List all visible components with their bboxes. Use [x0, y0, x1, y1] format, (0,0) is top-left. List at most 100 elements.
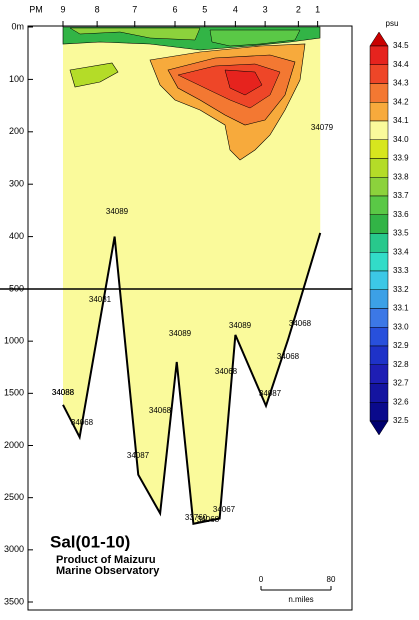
- colorbar-band: [369, 270, 389, 290]
- colorbar-band: [369, 139, 389, 159]
- y-tick-label: 2000: [4, 440, 24, 450]
- plot-frame: [27, 25, 353, 611]
- green-blob: [69, 62, 119, 88]
- colorbar-label: 32.6: [393, 397, 409, 406]
- x-tick-label: 6: [172, 4, 177, 14]
- station-value: 34068: [197, 515, 220, 524]
- colorbar-band: [369, 83, 389, 103]
- station-value: 34081: [89, 295, 112, 304]
- x-tick-label: 4: [233, 4, 238, 14]
- scale-label: 0: [259, 575, 264, 584]
- station-value: 34068: [277, 352, 300, 361]
- scale-unit: n.miles: [288, 595, 313, 604]
- colorbar-band: [369, 383, 389, 403]
- x-tick-label: 2: [296, 4, 301, 14]
- colorbar-label: 33.5: [393, 229, 409, 238]
- x-tick-label: 3: [263, 4, 268, 14]
- x-tick-label: 7: [132, 4, 137, 14]
- y-tick-label: 400: [9, 231, 24, 241]
- colorbar-label: 33.0: [393, 322, 409, 331]
- x-tick-label: 1: [315, 4, 320, 14]
- colorbar-label: 34.0: [393, 135, 409, 144]
- colorbar-band: [369, 289, 389, 309]
- y-tick-label: 3500: [4, 596, 24, 606]
- scale-label: 80: [327, 575, 336, 584]
- x-tick-label: 5: [202, 4, 207, 14]
- y-tick-label: 2500: [4, 492, 24, 502]
- colorbar-band: [369, 64, 389, 84]
- colorbar-cap: [369, 420, 389, 436]
- colorbar-band: [369, 233, 389, 253]
- y-tick-label: 1000: [4, 336, 24, 346]
- axes: 0m10020030040050010001500200025003000350…: [0, 4, 352, 606]
- dark-red-blob: [224, 69, 263, 96]
- station-value: 34089: [106, 207, 129, 216]
- station-value: 34068: [215, 367, 238, 376]
- x-axis-label: PM: [29, 4, 43, 14]
- colorbar-label: 34.4: [393, 60, 409, 69]
- colorbar-label: 34.3: [393, 79, 409, 88]
- colorbar-label: 33.8: [393, 172, 409, 181]
- y-tick-label: 3000: [4, 544, 24, 554]
- station-value: 34089: [229, 321, 252, 330]
- chart-title: Sal(01-10): [50, 532, 130, 551]
- colorbar-label: 33.2: [393, 285, 409, 294]
- station-value: 34088: [52, 388, 75, 397]
- colorbar-unit: psu: [386, 19, 399, 28]
- x-tick-label: 8: [95, 4, 100, 14]
- colorbar-cap: [369, 31, 389, 47]
- colorbar-label: 33.4: [393, 247, 409, 256]
- y-tick-label: 100: [9, 74, 24, 84]
- y-tick-label: 200: [9, 126, 24, 136]
- surface-patch: [209, 29, 301, 47]
- station-value: 34087: [259, 389, 282, 398]
- colorbar-band: [369, 45, 389, 65]
- colorbar-band: [369, 308, 389, 328]
- colorbar-band: [369, 177, 389, 197]
- colorbar-band: [369, 252, 389, 272]
- colorbar-label: 34.5: [393, 41, 409, 50]
- colorbar-band: [369, 214, 389, 234]
- colorbar-band: [369, 102, 389, 122]
- fill-region: [63, 27, 321, 524]
- colorbar-band: [369, 120, 389, 140]
- station-value: 34087: [127, 451, 150, 460]
- y-tick-label: 300: [9, 179, 24, 189]
- colorbar-band: [369, 364, 389, 384]
- station-value: 34068: [149, 406, 172, 415]
- colorbar-label: 33.1: [393, 304, 409, 313]
- colorbar-label: 33.9: [393, 154, 409, 163]
- station-value: 34067: [213, 505, 236, 514]
- contour-blobs: [62, 26, 321, 161]
- colorbar-band: [369, 327, 389, 347]
- colorbar-label: 34.1: [393, 116, 409, 125]
- station-value: 34089: [169, 329, 192, 338]
- colorbar-label: 32.8: [393, 360, 409, 369]
- station-value: 34068: [289, 319, 312, 328]
- station-value: 33760: [185, 513, 208, 522]
- colorbar-label: 33.3: [393, 266, 409, 275]
- colorbar-label: 32.5: [393, 416, 409, 425]
- y-tick-label: 0m: [11, 21, 24, 31]
- colorbar-label: 32.7: [393, 379, 409, 388]
- station-value: 34079: [311, 123, 334, 132]
- subtitle: Marine Observatory: [56, 565, 160, 577]
- colorbar-band: [369, 402, 389, 422]
- colorbar-label: 33.7: [393, 191, 409, 200]
- x-tick-label: 9: [60, 4, 65, 14]
- y-tick-label: 1500: [4, 388, 24, 398]
- colorbar-label: 32.9: [393, 341, 409, 350]
- bottom-line: [62, 232, 322, 525]
- colorbar-band: [369, 345, 389, 365]
- colorbar-label: 34.2: [393, 97, 409, 106]
- surface-patch: [69, 27, 201, 41]
- station-value: 34068: [71, 418, 94, 427]
- station-value: 34088: [52, 388, 75, 397]
- colorbar-band: [369, 158, 389, 178]
- colorbar-band: [369, 195, 389, 215]
- subtitle: Product of Maizuru: [56, 554, 156, 566]
- colorbar-label: 33.6: [393, 210, 409, 219]
- contour-fills: [63, 27, 321, 524]
